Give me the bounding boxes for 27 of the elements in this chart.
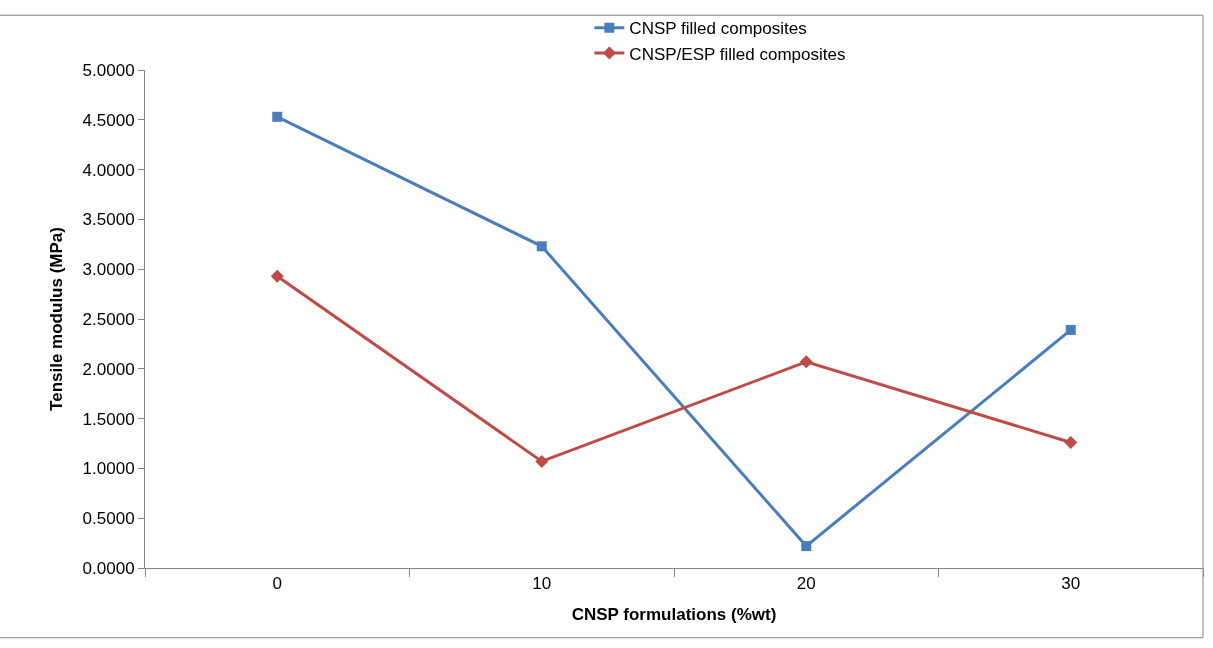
point — [799, 355, 813, 369]
y-tick-label: 3.5000 — [82, 210, 135, 230]
y-axis-title: Tensile modulus (MPa) — [47, 227, 67, 411]
x-tick-label: 10 — [532, 574, 552, 594]
legend-label: CNSP filled composites — [629, 19, 807, 39]
y-tick-label: 1.0000 — [82, 459, 135, 479]
y-tick-label: 2.0000 — [82, 359, 135, 379]
y-tick-label: 4.0000 — [82, 160, 135, 180]
point — [536, 241, 547, 252]
y-tick-label: 1.5000 — [82, 409, 135, 429]
y-tick-label: 3.0000 — [82, 260, 135, 280]
x-tick-label: 0 — [272, 574, 282, 594]
y-tick-label: 5.0000 — [82, 60, 135, 80]
point — [272, 111, 283, 122]
x-tick-label: 30 — [1061, 574, 1081, 594]
legend-label: CNSP/ESP filled composites — [629, 44, 846, 64]
point — [1064, 436, 1078, 449]
x-axis-title: CNSP formulations (%wt) — [571, 604, 777, 624]
x-tick-label: 20 — [796, 574, 816, 594]
point — [535, 454, 549, 468]
point — [1065, 324, 1076, 335]
y-tick-label: 0.0000 — [82, 558, 135, 578]
y-tick-label: 2.5000 — [82, 309, 135, 329]
y-tick-label: 0.5000 — [82, 509, 135, 529]
y-tick-label: 4.5000 — [82, 110, 135, 130]
point — [801, 541, 812, 552]
point — [270, 269, 284, 283]
